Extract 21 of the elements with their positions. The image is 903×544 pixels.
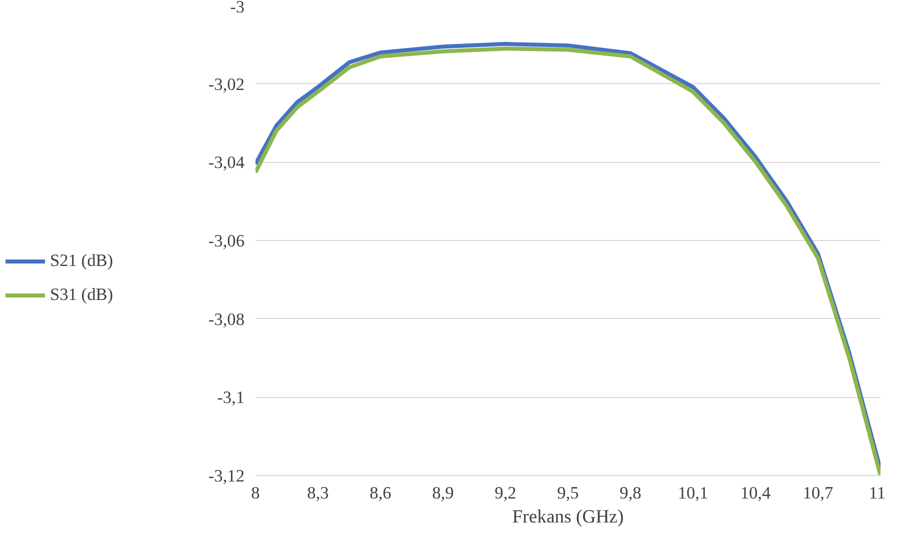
x-tick-label: 10,4 bbox=[740, 484, 771, 502]
x-tick-label: 8,6 bbox=[370, 484, 392, 502]
x-tick-label: 11 bbox=[868, 484, 886, 502]
y-tick-label: -3,06 bbox=[208, 232, 245, 250]
x-tick-label: 9,8 bbox=[620, 484, 642, 502]
x-tick-label: 10,7 bbox=[802, 484, 834, 502]
x-axis-title: Frekans (GHz) bbox=[512, 506, 624, 528]
y-tick-label: -3,08 bbox=[208, 310, 245, 329]
x-tick-label: 8 bbox=[251, 484, 260, 502]
legend-label: S31 (dB) bbox=[50, 285, 114, 305]
y-tick-label: -3 bbox=[230, 0, 245, 16]
x-tick-label: 8,3 bbox=[307, 484, 329, 502]
y-tick-label: -3,04 bbox=[208, 153, 245, 172]
x-tick-label: 8,9 bbox=[432, 484, 454, 502]
y-tick-label: -3,02 bbox=[208, 74, 245, 94]
y-tick-label: -3,12 bbox=[208, 466, 245, 486]
x-tick-label: 9,5 bbox=[557, 484, 579, 502]
y-tick-label: -3,1 bbox=[217, 388, 245, 408]
x-tick-label: 10,1 bbox=[678, 484, 708, 502]
legend-label: S21 (dB) bbox=[50, 251, 114, 271]
x-tick-label: 9,2 bbox=[494, 484, 516, 502]
